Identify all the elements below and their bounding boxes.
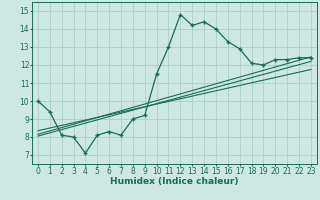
X-axis label: Humidex (Indice chaleur): Humidex (Indice chaleur)	[110, 177, 239, 186]
